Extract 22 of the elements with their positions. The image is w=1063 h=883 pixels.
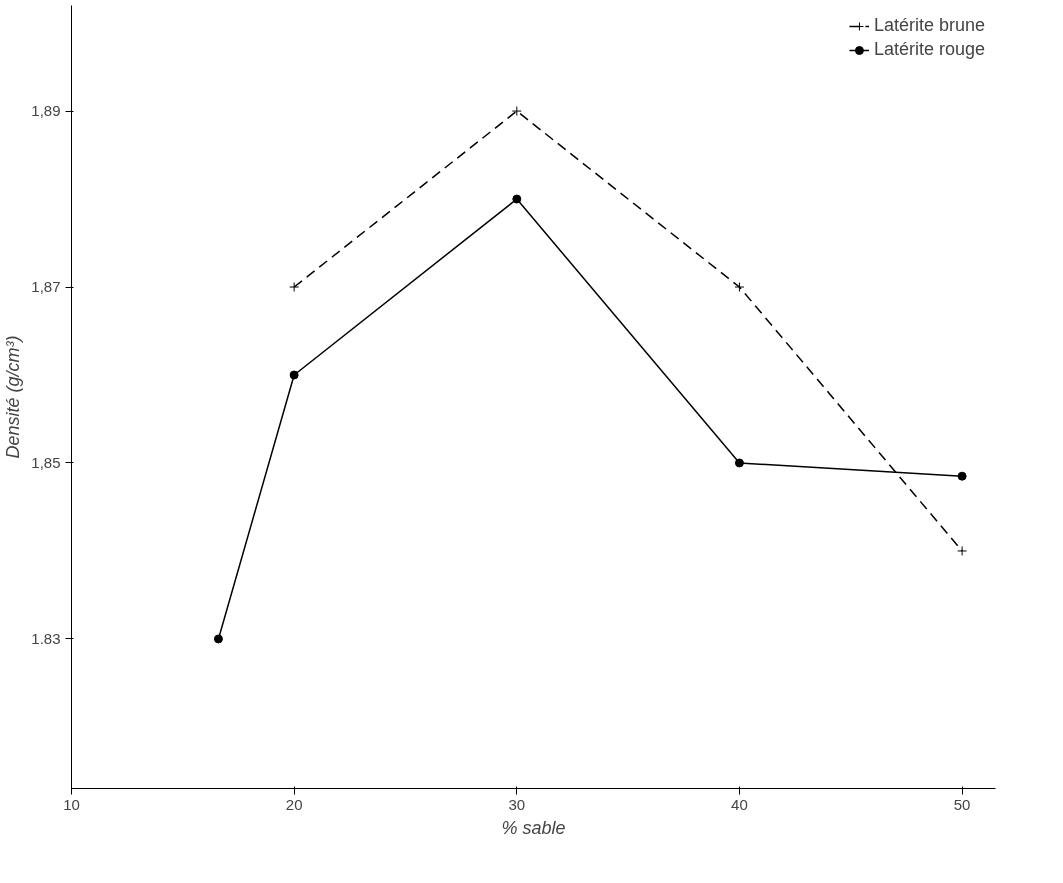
y-tick-label: 1,87 [31, 278, 61, 296]
y-axis-title: Densité (g/cm³) [3, 335, 24, 459]
y-tick-label: 1,85 [31, 453, 61, 471]
x-tick-label: 40 [731, 795, 748, 813]
legend-label: Latérite rouge [873, 39, 985, 60]
point [512, 194, 522, 204]
x-tick-label: 20 [285, 795, 303, 813]
x-tick-label: 50 [953, 795, 971, 813]
point [957, 471, 967, 481]
point [734, 282, 745, 293]
point [213, 634, 223, 644]
x-tick-label: 30 [508, 795, 526, 813]
point [511, 106, 522, 117]
point [289, 282, 300, 293]
x-axis-title: % sable [501, 817, 566, 838]
legend-label: Latérite brune [873, 15, 985, 36]
y-tick-label: 1.83 [31, 629, 61, 647]
point [734, 458, 744, 468]
x-tick-label: 10 [63, 795, 80, 813]
point [957, 545, 968, 556]
point [289, 370, 299, 380]
y-tick-label: 1,89 [31, 102, 61, 120]
